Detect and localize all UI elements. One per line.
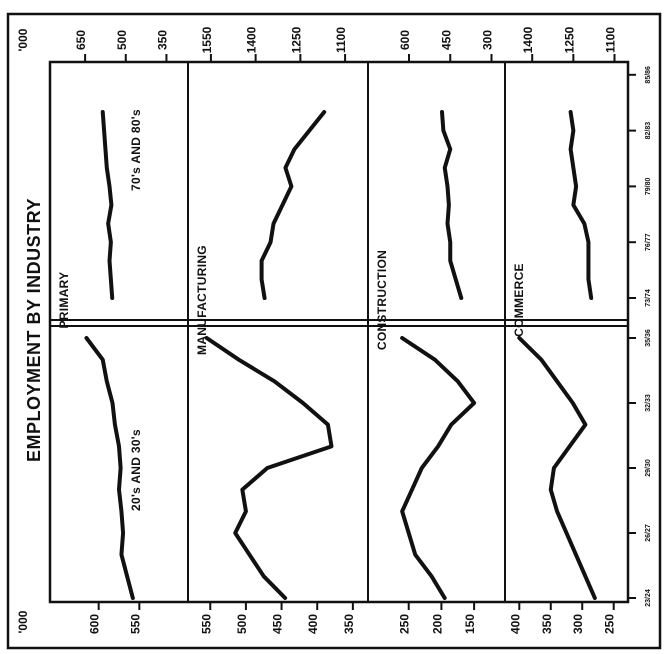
left-axis-tick-label: 400 bbox=[508, 614, 522, 634]
series-line-manufacturing-1920s bbox=[204, 336, 334, 600]
left-axis-tick-label: 600 bbox=[88, 614, 102, 634]
right-axis-tick-label: 600 bbox=[398, 30, 412, 50]
left-axis-tick-label: 400 bbox=[306, 614, 320, 634]
series-line-construction-1920s bbox=[400, 336, 477, 600]
series-line-manufacturing-1970s bbox=[259, 110, 327, 300]
x-axis-tick-label: 26/27 bbox=[645, 524, 652, 542]
period-label-20s30s: 20's AND 30's bbox=[129, 429, 143, 511]
series-line-construction-1970s bbox=[440, 110, 464, 300]
period-label-70s80s: 70's AND 80's bbox=[129, 109, 143, 191]
series-line-primary-1920s bbox=[84, 336, 135, 600]
panel-label-commerce: COMMERCE bbox=[512, 263, 526, 337]
right-axis-tick-label: 450 bbox=[439, 30, 453, 50]
x-axis-tick-label: 85/86 bbox=[645, 66, 652, 84]
units-label-bottom: '000 bbox=[16, 610, 30, 633]
x-axis-tick-label: 32/33 bbox=[645, 394, 652, 412]
series-line-primary-1970s bbox=[100, 110, 115, 300]
left-axis-tick-label: 550 bbox=[199, 614, 213, 634]
left-axis-tick-label: 350 bbox=[342, 614, 356, 634]
chart-title: EMPLOYMENT BY INDUSTRY bbox=[24, 198, 44, 462]
right-axis-tick-label: 1400 bbox=[245, 26, 259, 53]
units-label-top: '000 bbox=[16, 28, 30, 51]
x-axis-tick-label: 76/77 bbox=[645, 233, 652, 251]
x-axis-tick-label: 23/24 bbox=[645, 589, 652, 607]
left-axis-tick-label: 250 bbox=[398, 614, 412, 634]
right-axis-tick-label: 1250 bbox=[289, 26, 303, 53]
right-axis-tick-label: 500 bbox=[115, 30, 129, 50]
chart-frame bbox=[6, 12, 662, 650]
panel-label-construction: CONSTRUCTION bbox=[375, 250, 389, 350]
left-axis-tick-label: 450 bbox=[271, 614, 285, 634]
right-axis-tick-label: 1550 bbox=[200, 26, 214, 53]
series-line-commerce-1970s bbox=[568, 110, 594, 300]
right-axis-tick-label: 1100 bbox=[334, 27, 348, 53]
x-axis-tick-label: 73/74 bbox=[645, 289, 652, 307]
right-axis-tick-label: 350 bbox=[155, 30, 169, 50]
right-axis-tick-label: 1250 bbox=[562, 26, 576, 53]
left-axis-tick-label: 500 bbox=[235, 614, 249, 634]
right-axis-tick-label: 1100 bbox=[604, 27, 618, 53]
panel-label-manufacturing: MANUFACTURING bbox=[195, 245, 209, 355]
left-axis-tick-label: 300 bbox=[571, 614, 585, 634]
left-axis-tick-label: 250 bbox=[603, 614, 617, 634]
left-axis-tick-label: 200 bbox=[430, 614, 444, 634]
panel-label-primary: PRIMARY bbox=[57, 272, 71, 329]
right-axis-tick-label: 650 bbox=[74, 30, 88, 50]
x-axis-tick-label: 29/30 bbox=[645, 459, 652, 477]
right-axis-tick-label: 300 bbox=[481, 30, 495, 50]
x-axis-tick-label: 82/83 bbox=[645, 122, 652, 140]
x-axis-tick-label: 35/36 bbox=[645, 329, 652, 347]
x-axis-tick-label: 79/80 bbox=[645, 178, 652, 196]
left-axis-tick-label: 550 bbox=[128, 614, 142, 634]
left-axis-tick-label: 150 bbox=[463, 614, 477, 634]
plot-area bbox=[48, 60, 630, 604]
series-line-commerce-1920s bbox=[517, 336, 597, 600]
right-axis-tick-label: 1400 bbox=[521, 26, 535, 53]
left-axis-tick-label: 350 bbox=[540, 614, 554, 634]
